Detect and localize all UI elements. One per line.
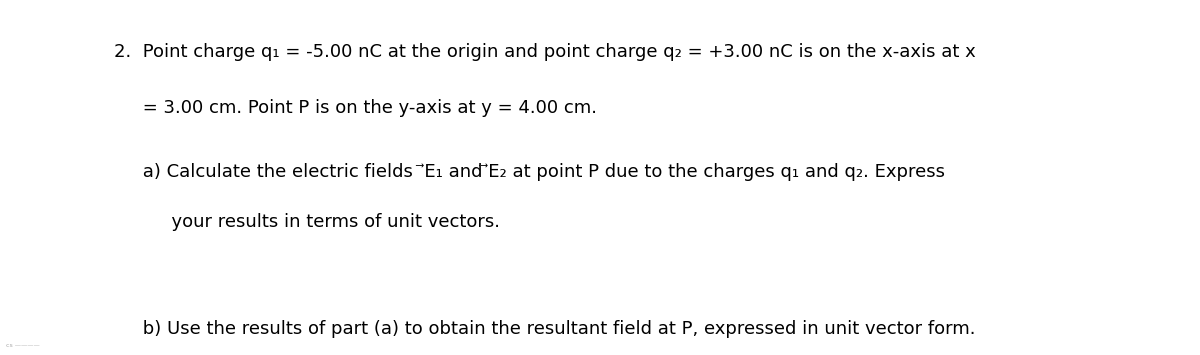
Text: your results in terms of unit vectors.: your results in terms of unit vectors. xyxy=(114,213,500,231)
Text: 2.  Point charge q₁ = -5.00 nC at the origin and point charge q₂ = +3.00 nC is o: 2. Point charge q₁ = -5.00 nC at the ori… xyxy=(114,43,976,61)
Text: = 3.00 cm. Point P is on the y-axis at y = 4.00 cm.: = 3.00 cm. Point P is on the y-axis at y… xyxy=(114,99,598,118)
Text: a) Calculate the electric fields  ⃗E₁ and ⃗E₂ at point P due to the charges q₁ a: a) Calculate the electric fields ⃗E₁ and… xyxy=(114,163,946,181)
Text: b) Use the results of part (a) to obtain the resultant field at P, expressed in : b) Use the results of part (a) to obtain… xyxy=(114,320,976,338)
Text: cs ————: cs ———— xyxy=(6,343,40,348)
